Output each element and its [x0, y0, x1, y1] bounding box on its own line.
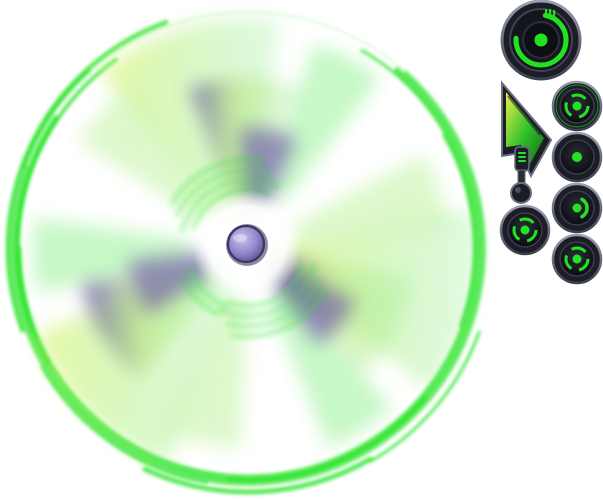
inner-arc — [226, 266, 304, 308]
inner-arc — [181, 276, 220, 315]
dot-icon — [572, 152, 582, 162]
inner-arc — [170, 158, 265, 206]
fan-rim — [5, 11, 486, 495]
pitch-lever[interactable] — [501, 80, 553, 204]
inner-arc — [217, 264, 316, 318]
turbo-button[interactable] — [551, 233, 603, 285]
tri-ring-icon — [564, 246, 590, 272]
lever-icon — [506, 92, 544, 164]
rim-edge — [11, 11, 485, 485]
ghost-blade — [292, 154, 447, 243]
dial-tick-icon — [545, 9, 556, 16]
inner-arc — [226, 279, 321, 328]
speed-dial-level — [513, 12, 569, 68]
spin-mode-button[interactable] — [551, 80, 603, 132]
reverse-button[interactable] — [499, 204, 551, 256]
fan-inner-arcs — [170, 158, 326, 338]
inner-arc — [175, 168, 270, 217]
rim-arc — [16, 57, 119, 365]
fan-hub-icon[interactable] — [226, 224, 266, 264]
inner-arc — [231, 290, 326, 338]
tri-ring-icon — [512, 217, 538, 243]
blade — [81, 253, 232, 379]
inner-arc — [180, 178, 279, 232]
dial-icon — [534, 33, 548, 47]
arc-icon — [572, 197, 589, 219]
rim-arc — [226, 395, 428, 482]
blade-streak — [266, 43, 381, 201]
swing-button[interactable] — [551, 182, 603, 234]
rim-arc — [369, 330, 481, 463]
ghost-blade — [166, 293, 247, 448]
tri-ring-icon — [564, 93, 590, 119]
control-panel — [499, 0, 603, 285]
rim-arc — [142, 456, 373, 495]
rim-arc — [40, 365, 209, 484]
mode-buttons — [499, 80, 603, 285]
speed-dial[interactable] — [500, 0, 582, 81]
spinning-fan[interactable] — [5, 11, 486, 495]
inner-arc — [188, 267, 229, 308]
blade-streak — [270, 292, 392, 448]
blade-streak — [33, 218, 190, 293]
stop-button[interactable] — [551, 131, 603, 183]
lever-grip-icon — [518, 152, 526, 162]
blade-core — [128, 252, 215, 316]
rim-arc — [22, 69, 91, 169]
hub-highlight — [233, 234, 247, 242]
